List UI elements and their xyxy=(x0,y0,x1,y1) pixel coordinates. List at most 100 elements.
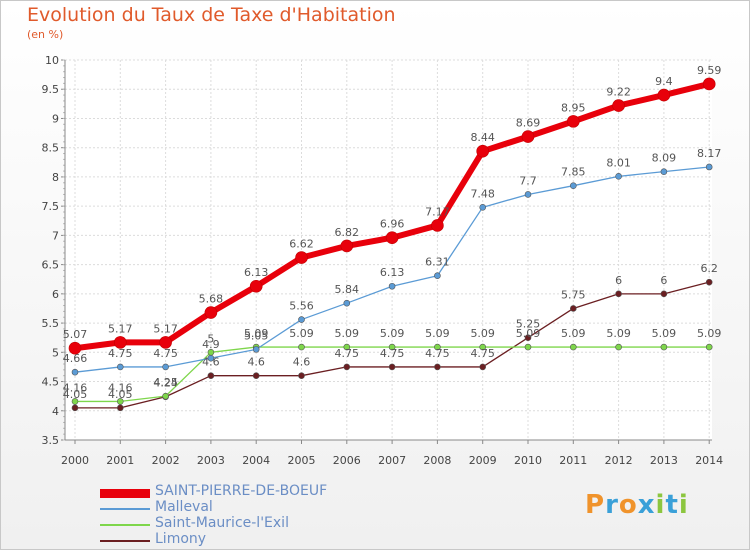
y-tick-label: 6 xyxy=(52,288,59,301)
x-tick-label: 2010 xyxy=(514,454,542,467)
y-tick-label: 4.5 xyxy=(42,376,60,389)
y-tick-label: 10 xyxy=(45,54,59,67)
data-label: 4.16 xyxy=(63,381,88,394)
data-label: 6.2 xyxy=(700,262,718,275)
data-label: 4.16 xyxy=(108,381,133,394)
data-label: 7.48 xyxy=(470,187,495,200)
data-label: 4.75 xyxy=(425,347,450,360)
data-point xyxy=(434,363,441,371)
data-label: 5.09 xyxy=(380,327,405,340)
data-label: 5.17 xyxy=(108,322,133,335)
y-tick-label: 3.5 xyxy=(42,434,60,447)
legend-label: SAINT-PIERRE-DE-BOEUF xyxy=(155,483,328,499)
data-point xyxy=(612,99,625,112)
data-label: 8.95 xyxy=(561,101,586,114)
data-point xyxy=(252,372,260,379)
legend-label: Limony xyxy=(155,531,207,547)
data-label: 4.05 xyxy=(63,388,88,401)
data-point xyxy=(162,363,169,371)
data-label: 6.96 xyxy=(380,218,405,231)
data-point xyxy=(117,404,124,412)
data-point xyxy=(524,343,532,351)
data-point xyxy=(657,88,671,102)
data-point xyxy=(521,130,535,143)
x-tick-label: 2006 xyxy=(333,454,361,467)
data-point xyxy=(298,316,305,323)
data-point xyxy=(340,239,354,253)
x-tick-label: 2000 xyxy=(61,454,89,467)
y-tick-label: 6.5 xyxy=(42,259,60,272)
data-label: 4.75 xyxy=(335,347,360,360)
legend-swatch xyxy=(100,524,150,526)
y-tick-label: 4 xyxy=(52,405,59,418)
data-point xyxy=(705,163,713,171)
data-point xyxy=(615,290,622,298)
chart-title: Evolution du Taux de Taxe d'Habitation xyxy=(27,4,396,26)
data-point xyxy=(71,398,79,405)
x-tick-label: 2008 xyxy=(423,454,451,467)
logo-letter: i xyxy=(678,490,689,520)
x-tick-label: 2012 xyxy=(605,454,633,467)
x-tick-label: 2004 xyxy=(242,454,270,467)
data-label: 4.25 xyxy=(153,376,178,389)
data-label: 7.17 xyxy=(425,205,450,218)
data-label: 4.75 xyxy=(470,347,495,360)
data-point xyxy=(249,279,263,293)
data-label: 5.84 xyxy=(335,283,360,296)
data-point xyxy=(434,272,441,280)
data-point xyxy=(298,372,305,379)
data-point xyxy=(71,404,79,412)
data-label: 5.17 xyxy=(153,322,178,335)
data-label: 5.07 xyxy=(63,328,88,341)
data-label: 4.6 xyxy=(202,356,220,369)
logo-letter: x xyxy=(637,490,656,520)
data-label: 5.09 xyxy=(606,327,631,340)
data-point xyxy=(434,343,441,351)
data-label: 8.69 xyxy=(516,117,541,130)
logo-letter: P xyxy=(585,490,606,520)
data-point xyxy=(343,363,351,371)
data-point xyxy=(298,343,305,351)
data-label: 5.09 xyxy=(244,327,269,340)
x-tick-label: 2002 xyxy=(152,454,180,467)
proxiti-logo: Proxiti xyxy=(585,490,689,520)
data-point xyxy=(660,290,668,298)
logo-letter: t xyxy=(665,490,679,520)
x-tick-label: 2005 xyxy=(288,454,316,467)
data-point xyxy=(660,343,668,351)
data-label: 5.09 xyxy=(335,327,360,340)
plot-area xyxy=(65,60,712,440)
data-label: 4.75 xyxy=(153,347,178,360)
y-tick-label: 8 xyxy=(52,171,59,184)
data-point xyxy=(431,219,444,232)
data-point xyxy=(524,191,532,198)
y-tick-label: 8.5 xyxy=(42,142,60,155)
data-point xyxy=(702,77,716,91)
data-point xyxy=(479,363,487,371)
data-point xyxy=(524,334,532,341)
x-tick-label: 2011 xyxy=(559,454,587,467)
x-tick-label: 2001 xyxy=(106,454,134,467)
data-label: 9.22 xyxy=(606,86,631,99)
y-tick-label: 5 xyxy=(52,346,59,359)
chart-subtitle: (en %) xyxy=(27,28,64,41)
data-label: 8.09 xyxy=(652,152,677,165)
data-label: 5.68 xyxy=(199,293,224,306)
logo-letter: r xyxy=(605,490,619,520)
data-label: 5 xyxy=(207,332,214,345)
data-point xyxy=(343,299,351,307)
data-label: 4.6 xyxy=(293,356,311,369)
data-label: 6.13 xyxy=(244,266,269,279)
data-label: 4.75 xyxy=(108,347,133,360)
x-tick-label: 2003 xyxy=(197,454,225,467)
legend-label: Saint-Maurice-l'Exil xyxy=(155,515,289,531)
data-point xyxy=(615,173,622,180)
data-label: 6.13 xyxy=(380,266,405,279)
data-point xyxy=(476,144,490,158)
data-label: 4.66 xyxy=(63,352,88,365)
data-label: 6 xyxy=(660,274,667,287)
data-label: 6.62 xyxy=(289,238,314,251)
legend-swatch xyxy=(100,488,150,498)
data-label: 5.09 xyxy=(425,327,450,340)
